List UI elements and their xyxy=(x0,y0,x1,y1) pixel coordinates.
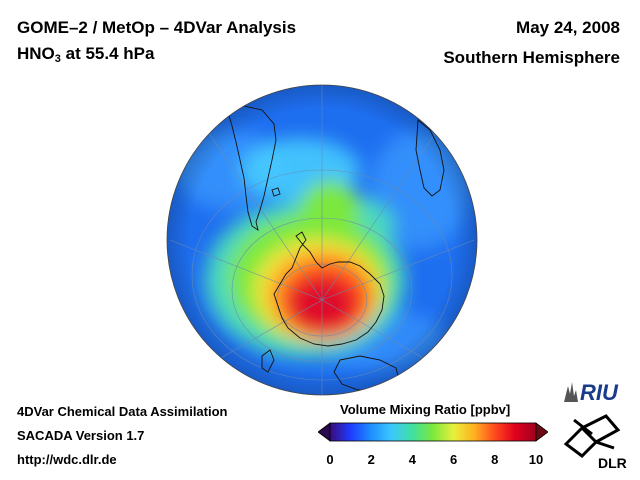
colorbar-tick-label: 6 xyxy=(449,452,458,467)
coastlines xyxy=(227,105,445,391)
colorbar-tick-label: 10 xyxy=(528,452,544,467)
africa-coastline xyxy=(415,119,445,197)
colorbar-over-arrow xyxy=(535,422,548,442)
colorbar-title: Volume Mixing Ratio [ppbv] xyxy=(340,402,511,417)
date-label: May 24, 2008 xyxy=(516,18,620,37)
svg-text:RIU: RIU xyxy=(580,380,619,405)
colorbar-tick-label: 8 xyxy=(491,452,499,467)
colorbar-tick-label: 2 xyxy=(367,452,375,467)
south-america-coastline xyxy=(227,105,277,232)
species-label: HNO3 at 55.4 hPa xyxy=(17,44,155,65)
new-zealand-coastline xyxy=(261,349,275,373)
colorbar-gradient xyxy=(329,422,537,442)
riu-logo: RIU xyxy=(564,380,619,405)
colorbar xyxy=(318,422,548,442)
footer-assimilation-label: 4DVar Chemical Data Assimilation xyxy=(17,404,228,419)
colorbar-tick-label: 0 xyxy=(326,452,334,467)
svg-text:DLR: DLR xyxy=(598,455,627,471)
colorbar-under-arrow xyxy=(318,422,331,442)
footer-url-link[interactable]: http://wdc.dlr.de xyxy=(17,452,117,467)
graticule xyxy=(169,85,475,395)
colorbar-tick-label: 4 xyxy=(408,452,417,467)
footer-version-label: SACADA Version 1.7 xyxy=(17,428,145,443)
falklands-coastline xyxy=(271,187,281,197)
map-title: GOME–2 / MetOp – 4DVar Analysis xyxy=(17,18,297,37)
globe-map xyxy=(166,84,478,396)
dlr-logo: DLR xyxy=(563,414,627,471)
hemisphere-label: Southern Hemisphere xyxy=(443,48,620,67)
antarctica-coastline xyxy=(273,231,385,347)
